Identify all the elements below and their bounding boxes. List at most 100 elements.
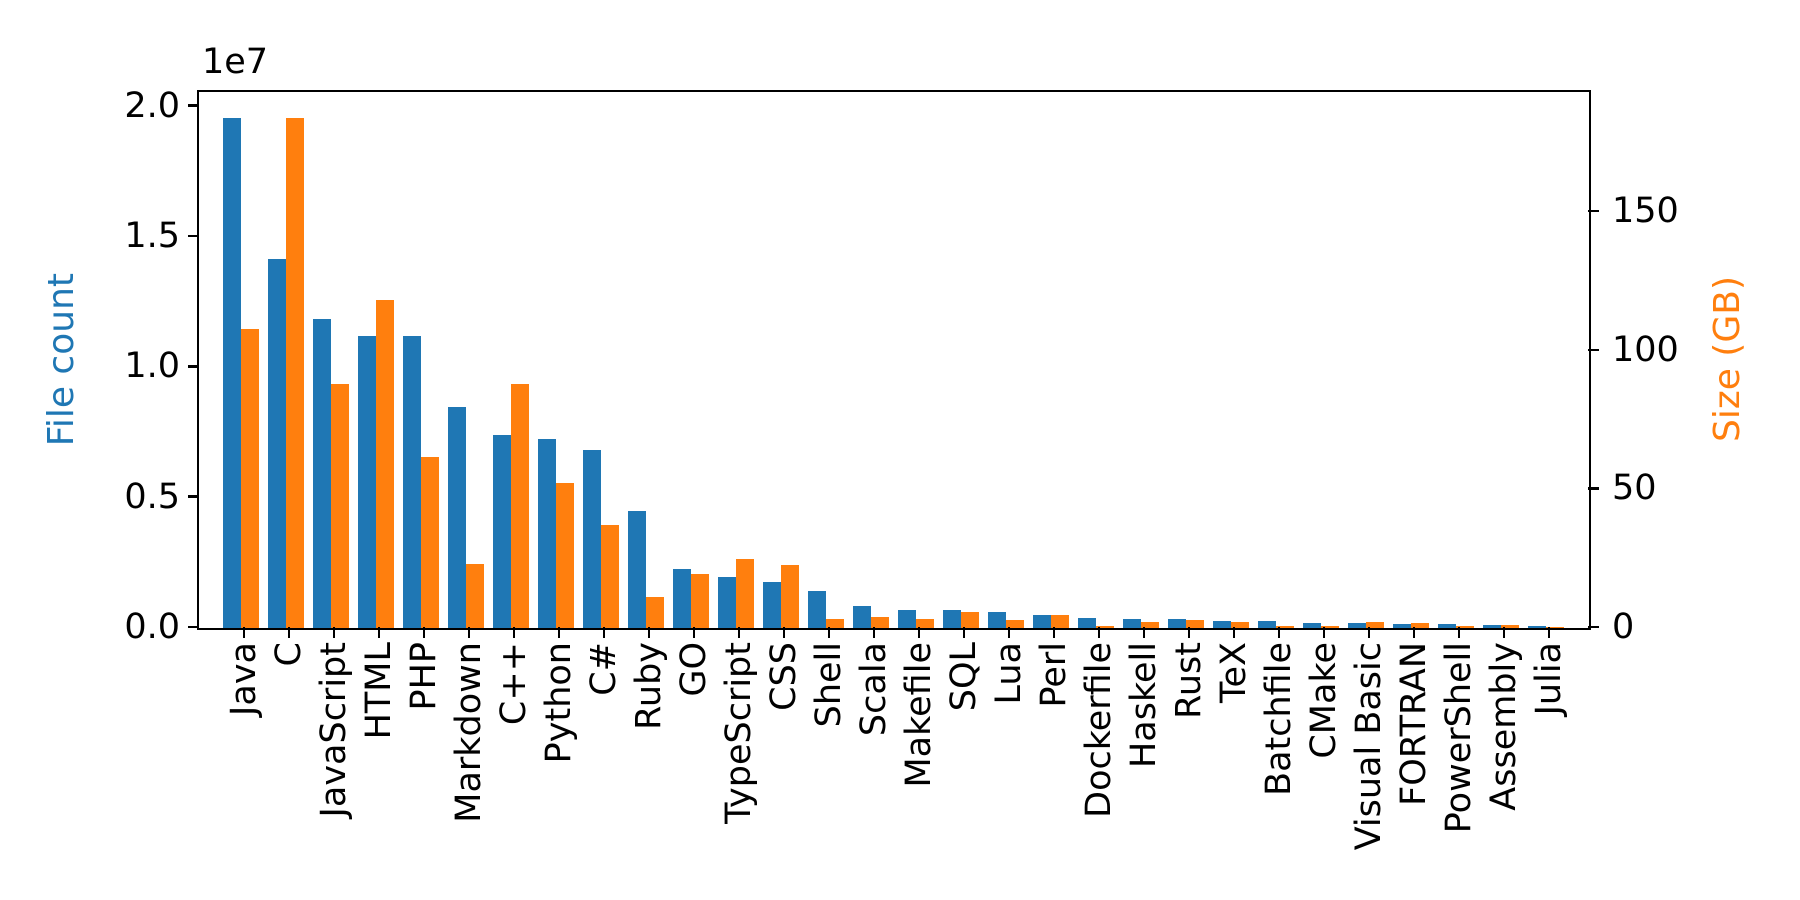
x-tick-label-tex: TeX <box>1214 642 1254 703</box>
bar-file-count-makefile <box>898 609 916 628</box>
bar-size-gb-python <box>556 483 574 628</box>
left-axis-offset-text: 1e7 <box>202 42 269 82</box>
x-tick-label-visual-basic: Visual Basic <box>1349 642 1389 851</box>
x-tick-label-perl: Perl <box>1034 642 1074 708</box>
x-tick-php <box>422 627 426 638</box>
x-tick-markdown <box>467 627 471 638</box>
bar-file-count-batchfile <box>1258 621 1276 628</box>
left-y-tick-1.0 <box>188 365 199 368</box>
right-y-tick-label-50: 50 <box>1612 468 1657 509</box>
x-tick-label-c: C# <box>584 642 624 696</box>
left-y-tick-1.5 <box>188 234 199 238</box>
bar-file-count-c <box>268 258 286 628</box>
x-tick-label-shell: Shell <box>809 642 849 728</box>
x-tick-label-c: C <box>269 642 309 667</box>
bar-file-count-sql <box>943 610 961 628</box>
x-tick-go <box>692 627 696 638</box>
bar-file-count-shell <box>808 591 826 628</box>
x-tick-label-dockerfile: Dockerfile <box>1079 642 1119 818</box>
bar-size-gb-c <box>511 384 529 628</box>
x-tick-powershell <box>1457 627 1461 638</box>
x-tick-label-c: C++ <box>494 642 534 726</box>
right-y-tick-label-0: 0 <box>1612 607 1635 647</box>
bar-size-gb-rust <box>1186 620 1204 628</box>
right-y-tick-50 <box>1588 487 1599 490</box>
right-y-tick-0 <box>1588 625 1599 629</box>
bar-file-count-haskell <box>1123 618 1141 628</box>
bar-size-gb-powershell <box>1456 625 1474 628</box>
x-tick-haskell <box>1142 627 1146 638</box>
x-tick-javascript <box>332 627 336 638</box>
x-tick-label-batchfile: Batchfile <box>1259 642 1299 796</box>
x-tick-label-cmake: CMake <box>1304 642 1344 759</box>
x-tick-c <box>602 627 606 638</box>
bar-size-gb-dockerfile <box>1096 625 1114 628</box>
bar-size-gb-julia <box>1546 626 1564 628</box>
bar-size-gb-assembly <box>1501 625 1519 628</box>
x-tick-label-lua: Lua <box>989 642 1029 705</box>
bar-size-gb-java <box>241 329 259 628</box>
left-y-tick-label-2.0: 2.0 <box>124 85 180 126</box>
x-tick-batchfile <box>1277 627 1281 638</box>
bar-file-count-java <box>223 118 241 628</box>
x-tick-dockerfile <box>1097 627 1101 638</box>
bar-size-gb-scala <box>871 616 889 628</box>
bar-file-count-typescript <box>718 576 736 628</box>
x-tick-label-haskell: Haskell <box>1124 642 1164 769</box>
x-tick-label-html: HTML <box>359 642 399 740</box>
bar-file-count-c <box>583 450 601 628</box>
bar-file-count-html <box>358 336 376 628</box>
right-y-tick-100 <box>1588 348 1599 352</box>
x-tick-java <box>242 627 246 638</box>
bar-size-gb-markdown <box>466 563 484 628</box>
x-tick-label-php: PHP <box>404 642 444 711</box>
x-tick-cmake <box>1322 627 1326 638</box>
x-tick-label-scala: Scala <box>854 642 894 737</box>
left-y-tick-label-0.5: 0.5 <box>124 476 180 517</box>
bar-size-gb-fortran <box>1411 623 1429 628</box>
bar-file-count-perl <box>1033 614 1051 628</box>
right-y-tick-label-100: 100 <box>1612 329 1679 370</box>
x-tick-rust <box>1187 627 1191 638</box>
bar-file-count-cmake <box>1303 622 1321 628</box>
bar-size-gb-php <box>421 457 439 628</box>
bar-size-gb-tex <box>1231 621 1249 628</box>
bar-file-count-php <box>403 336 421 628</box>
bar-size-gb-c <box>286 117 304 628</box>
left-y-tick-label-1.0: 1.0 <box>124 346 180 387</box>
bar-size-gb-typescript <box>736 559 754 628</box>
bar-file-count-javascript <box>313 318 331 628</box>
x-tick-label-julia: Julia <box>1529 642 1569 716</box>
bar-size-gb-lua <box>1006 619 1024 628</box>
x-tick-label-python: Python <box>539 642 579 764</box>
x-tick-makefile <box>917 627 921 638</box>
x-tick-tex <box>1232 627 1236 638</box>
bar-file-count-rust <box>1168 619 1186 628</box>
left-y-tick-0.0 <box>188 625 199 629</box>
bar-file-count-dockerfile <box>1078 617 1096 628</box>
x-tick-label-fortran: FORTRAN <box>1394 642 1434 806</box>
x-tick-shell <box>827 627 831 638</box>
bar-file-count-lua <box>988 612 1006 628</box>
x-tick-label-makefile: Makefile <box>899 642 939 788</box>
x-tick-visual-basic <box>1367 627 1371 638</box>
bar-size-gb-shell <box>826 619 844 628</box>
left-y-tick-label-1.5: 1.5 <box>124 216 180 257</box>
bar-size-gb-c <box>601 525 619 628</box>
x-tick-sql <box>962 627 966 638</box>
bar-size-gb-cmake <box>1321 626 1339 628</box>
bar-file-count-css <box>763 582 781 628</box>
bar-size-gb-css <box>781 564 799 628</box>
bar-file-count-markdown <box>448 406 466 628</box>
x-tick-fortran <box>1412 627 1416 638</box>
left-y-tick-2.0 <box>188 104 199 107</box>
x-tick-label-java: Java <box>224 642 264 716</box>
bar-file-count-powershell <box>1438 623 1456 628</box>
x-tick-html <box>377 627 381 638</box>
bar-size-gb-batchfile <box>1276 625 1294 628</box>
plot-area <box>196 89 1591 630</box>
right-y-tick-150 <box>1588 209 1599 213</box>
x-tick-ruby <box>647 627 651 638</box>
left-y-tick-label-0.0: 0.0 <box>124 607 180 647</box>
